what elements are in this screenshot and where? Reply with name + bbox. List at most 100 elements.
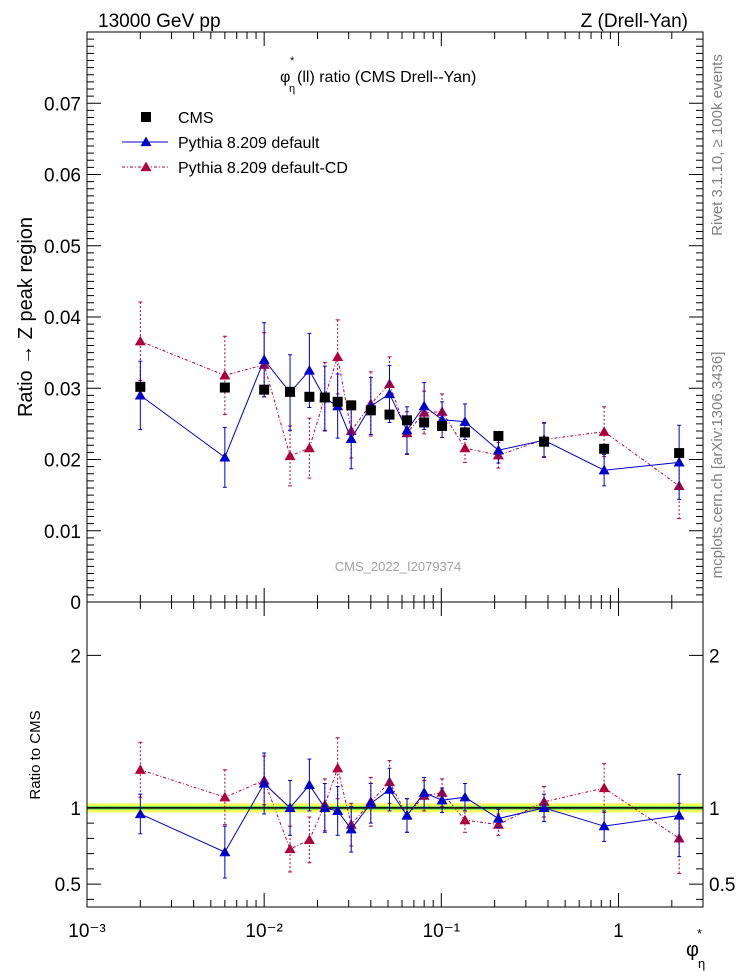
process-label: Z (Drell-Yan) <box>581 11 688 32</box>
ratio-default-series-point <box>436 794 448 805</box>
title-rest: (ll) ratio (CMS Drell--Yan) <box>297 69 476 86</box>
ratio-default-series-point <box>538 802 550 812</box>
default-series-point <box>345 433 357 443</box>
x-axis-label-star: * <box>697 926 702 941</box>
ratio-default-series-point <box>284 802 296 812</box>
cms-series-point <box>319 392 330 403</box>
default-series-line <box>140 358 680 471</box>
analysis-watermark: CMS_2022_I2079374 <box>335 559 462 574</box>
default-series-point <box>598 464 610 475</box>
x-axis: 10⁻³ 10⁻² 10⁻¹ 1 φη * <box>68 921 705 971</box>
cd-series-point <box>459 442 471 453</box>
ratio-cd-series-line <box>140 766 680 850</box>
cd-series-point <box>134 335 146 346</box>
default-series-point <box>384 388 396 399</box>
ratio-y-axis-label: Ratio to CMS <box>27 710 44 799</box>
ratio-cd-series-point <box>332 762 344 773</box>
cms-series-point <box>539 436 550 447</box>
x-tick-label: 10⁻¹ <box>423 921 461 942</box>
ratio-y-tick-label-right: 2 <box>709 646 720 667</box>
legend-label: Pythia 8.209 default <box>178 135 320 152</box>
ratio-default-series-point <box>492 813 504 823</box>
legend-marker <box>140 161 152 172</box>
ratio-default-series-point <box>401 810 413 820</box>
cms-series-point <box>332 396 343 407</box>
default-series-point <box>673 456 685 467</box>
main-y-axis-label: Ratio → Z peak region <box>15 217 37 417</box>
cms-series-point <box>599 443 610 454</box>
cd-series-point <box>303 442 315 453</box>
cms-series-point <box>437 421 448 432</box>
legend-marker <box>140 136 152 147</box>
cms-series-point <box>285 386 296 397</box>
default-series-point <box>418 400 430 411</box>
default-series-point <box>303 364 315 375</box>
cd-series-point <box>332 351 344 362</box>
ratio-cd-series-point <box>598 782 610 793</box>
x-tick-label: 10⁻³ <box>68 921 106 942</box>
energy-label: 13000 GeV pp <box>98 11 221 32</box>
ratio-frame <box>86 601 704 908</box>
y-tick-label: 0.04 <box>44 308 81 329</box>
cd-series-point <box>284 450 296 461</box>
ratio-cd-series-point <box>134 764 146 774</box>
x-axis-label-eta: η <box>698 956 705 971</box>
cms-series-point <box>401 415 412 426</box>
ratio-default-series-point <box>598 820 610 831</box>
x-tick-label: 1 <box>613 921 624 942</box>
ratio-cd-series-point <box>219 791 231 802</box>
main-panel: 0 0.01 0.02 0.03 0.04 0.05 0.06 0.07 <box>44 31 704 614</box>
cms-series-point <box>259 384 270 395</box>
ratio-default-series-point <box>134 808 146 819</box>
default-series-point <box>219 451 231 462</box>
default-series-point <box>459 416 471 426</box>
x-axis-label: φη * <box>686 926 705 971</box>
cms-series-point <box>365 405 376 416</box>
default-series-point <box>401 424 413 435</box>
cms-series-point <box>304 391 315 402</box>
ratio-default-series-point <box>332 805 344 816</box>
ratio-y-tick-label-right: 0.5 <box>709 875 735 896</box>
ratio-default-series-point <box>258 777 270 788</box>
x-tick-label: 10⁻² <box>245 921 283 942</box>
chart-title: φη *(ll) ratio (CMS Drell--Yan) <box>280 55 476 95</box>
cms-series-point <box>493 430 504 441</box>
ratio-default-series-point <box>418 787 430 797</box>
y-tick-label: 0.07 <box>44 94 81 115</box>
default-series-point <box>134 389 146 400</box>
y-tick-label: 0.03 <box>44 379 81 400</box>
ratio-default-series-point <box>384 784 396 794</box>
default-series-point <box>492 444 504 455</box>
cms-series-point <box>384 409 395 420</box>
cd-series-point <box>598 426 610 436</box>
ratio-default-series-point <box>219 846 231 857</box>
ratio-default-series-line <box>140 782 680 853</box>
cms-series-point <box>419 417 430 428</box>
title-phi: φ <box>280 69 290 86</box>
title-star: * <box>290 55 295 67</box>
y-tick-label: 0.02 <box>44 451 81 472</box>
cms-series-point <box>219 382 230 393</box>
y-tick-label: 0.05 <box>44 237 81 258</box>
default-series-point <box>258 354 270 364</box>
ratio-cd-series-point <box>284 843 296 854</box>
legend-label: CMS <box>178 110 214 127</box>
ratio-y-tick-label: 1 <box>70 799 81 820</box>
ratio-y-tick-label: 0.5 <box>55 875 81 896</box>
cms-series-point <box>674 448 685 459</box>
ratio-cd-series-point <box>303 834 315 845</box>
ratio-panel: 0.5 0.5 1 1 2 2 <box>55 601 735 908</box>
cd-series-line <box>140 340 680 487</box>
ratio-default-series-point <box>319 802 331 812</box>
ratio-default-series-point <box>345 823 357 834</box>
ratio-default-series-point <box>303 779 315 790</box>
ratio-default-series-point <box>673 810 685 820</box>
title-eta: η <box>289 83 295 95</box>
ratio-default-series-point <box>365 797 377 808</box>
legend: CMS Pythia 8.209 default Pythia 8.209 defa… <box>122 110 348 177</box>
x-axis-label-phi: φ <box>686 939 699 961</box>
ratio-cd-series-point <box>459 814 471 825</box>
cms-series-point <box>346 400 357 411</box>
mcplots-label: mcplots.cern.ch [arXiv:1306.3436] <box>709 352 726 579</box>
